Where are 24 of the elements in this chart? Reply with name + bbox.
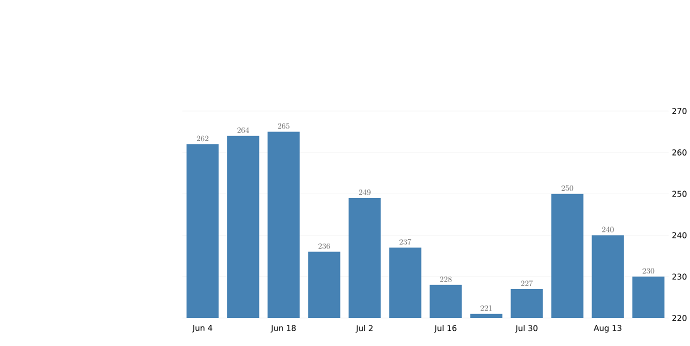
x-tick-label: Jul 2 — [356, 324, 373, 333]
data-label: 265 — [278, 123, 290, 129]
data-label: 249 — [358, 189, 371, 195]
data-label: 228 — [440, 276, 452, 282]
data-label: 240 — [602, 226, 614, 232]
y-tick-label: 250 — [672, 190, 687, 197]
x-tick-label: Jul 16 — [434, 324, 456, 333]
y-tick-label: 220 — [672, 314, 687, 321]
data-label: 236 — [318, 243, 330, 249]
y-tick-label: 240 — [672, 232, 687, 238]
y-tick-label: 270 — [672, 108, 687, 114]
data-label: 227 — [521, 280, 533, 286]
data-label: 237 — [399, 239, 412, 245]
y-tick-label: 260 — [672, 149, 687, 156]
data-label: 230 — [642, 268, 654, 274]
data-label: 250 — [562, 185, 574, 191]
data-label: 262 — [196, 136, 208, 142]
data-label: 264 — [237, 127, 250, 133]
x-tick-label: Jun 18 — [270, 324, 296, 332]
x-tick-label: Jun 4 — [192, 324, 212, 332]
x-tick-label: Aug 13 — [594, 324, 622, 332]
x-tick-label: Jul 30 — [515, 324, 538, 333]
data-label: 221 — [480, 305, 492, 311]
y-tick-label: 230 — [672, 274, 687, 280]
